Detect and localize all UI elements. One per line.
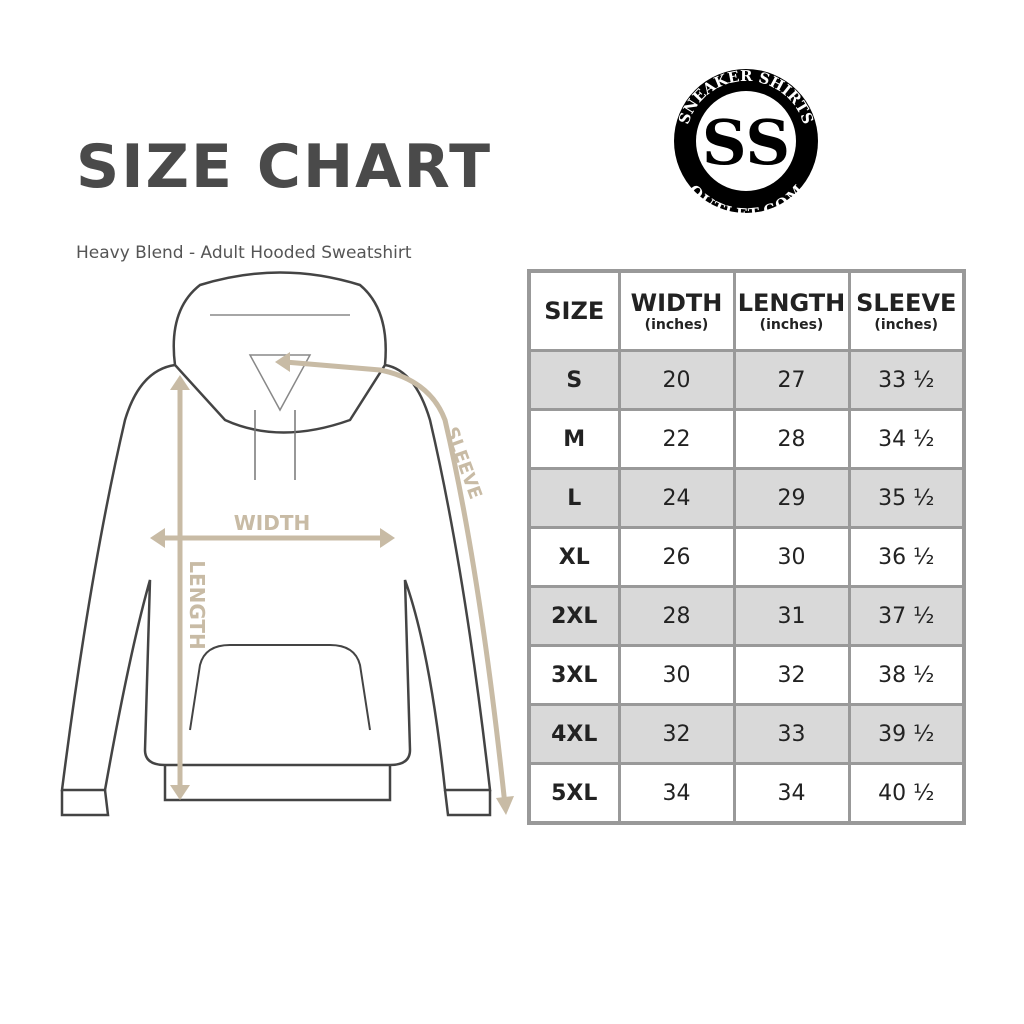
cell-size: M [527, 408, 621, 470]
width-label: WIDTH [234, 511, 310, 535]
size-table: SIZE WIDTH (inches) LENGTH (inches) SLEEVE… [527, 269, 966, 825]
header-width: WIDTH (inches) [617, 269, 736, 352]
cell-size: XL [527, 526, 621, 588]
cell-size: 5XL [527, 762, 621, 825]
cell-length: 32 [732, 644, 851, 706]
cell-length: 27 [732, 349, 851, 411]
cell-length: 30 [732, 526, 851, 588]
table-row: 4XL 32 33 39 ½ [527, 703, 966, 765]
brand-logo: SNEAKER SHIRTS OUTLET.COM SS [674, 67, 818, 216]
cell-sleeve: 36 ½ [847, 526, 966, 588]
page-subtitle: Heavy Blend - Adult Hooded Sweatshirt [76, 243, 412, 263]
hoodie-body [60, 363, 492, 792]
cell-size: 4XL [527, 703, 621, 765]
cell-length: 34 [732, 762, 851, 825]
table-row: M 22 28 34 ½ [527, 408, 966, 470]
cell-width: 22 [617, 408, 736, 470]
cell-width: 24 [617, 467, 736, 529]
cell-width: 28 [617, 585, 736, 647]
sleeve-label: SLEEVE [440, 424, 485, 502]
cell-width: 20 [617, 349, 736, 411]
cell-size: 2XL [527, 585, 621, 647]
cell-length: 29 [732, 467, 851, 529]
cell-length: 31 [732, 585, 851, 647]
logo-monogram: SS [702, 106, 790, 179]
table-header-row: SIZE WIDTH (inches) LENGTH (inches) SLEEVE… [527, 269, 966, 352]
table-row: XL 26 30 36 ½ [527, 526, 966, 588]
header-length: LENGTH (inches) [732, 269, 851, 352]
header-sleeve: SLEEVE (inches) [847, 269, 966, 352]
cell-size: S [527, 349, 621, 411]
table-row: 5XL 34 34 40 ½ [527, 762, 966, 825]
cell-width: 26 [617, 526, 736, 588]
table-row: L 24 29 35 ½ [527, 467, 966, 529]
cell-width: 32 [617, 703, 736, 765]
cell-size: L [527, 467, 621, 529]
table-row: 2XL 28 31 37 ½ [527, 585, 966, 647]
table-row: S 20 27 33 ½ [527, 349, 966, 411]
cell-length: 28 [732, 408, 851, 470]
length-label: LENGTH [185, 560, 209, 650]
cell-sleeve: 34 ½ [847, 408, 966, 470]
cell-sleeve: 33 ½ [847, 349, 966, 411]
cell-size: 3XL [527, 644, 621, 706]
header-size: SIZE [527, 269, 621, 352]
cell-sleeve: 38 ½ [847, 644, 966, 706]
cell-sleeve: 39 ½ [847, 703, 966, 765]
cell-sleeve: 37 ½ [847, 585, 966, 647]
cell-width: 34 [617, 762, 736, 825]
cell-sleeve: 35 ½ [847, 467, 966, 529]
cell-length: 33 [732, 703, 851, 765]
cell-width: 30 [617, 644, 736, 706]
hoodie-diagram: WIDTH LENGTH SLEEVE [60, 271, 514, 817]
page-title: SIZE CHART [76, 132, 493, 202]
cell-sleeve: 40 ½ [847, 762, 966, 825]
hoodie-hood [172, 271, 387, 434]
table-row: 3XL 30 32 38 ½ [527, 644, 966, 706]
